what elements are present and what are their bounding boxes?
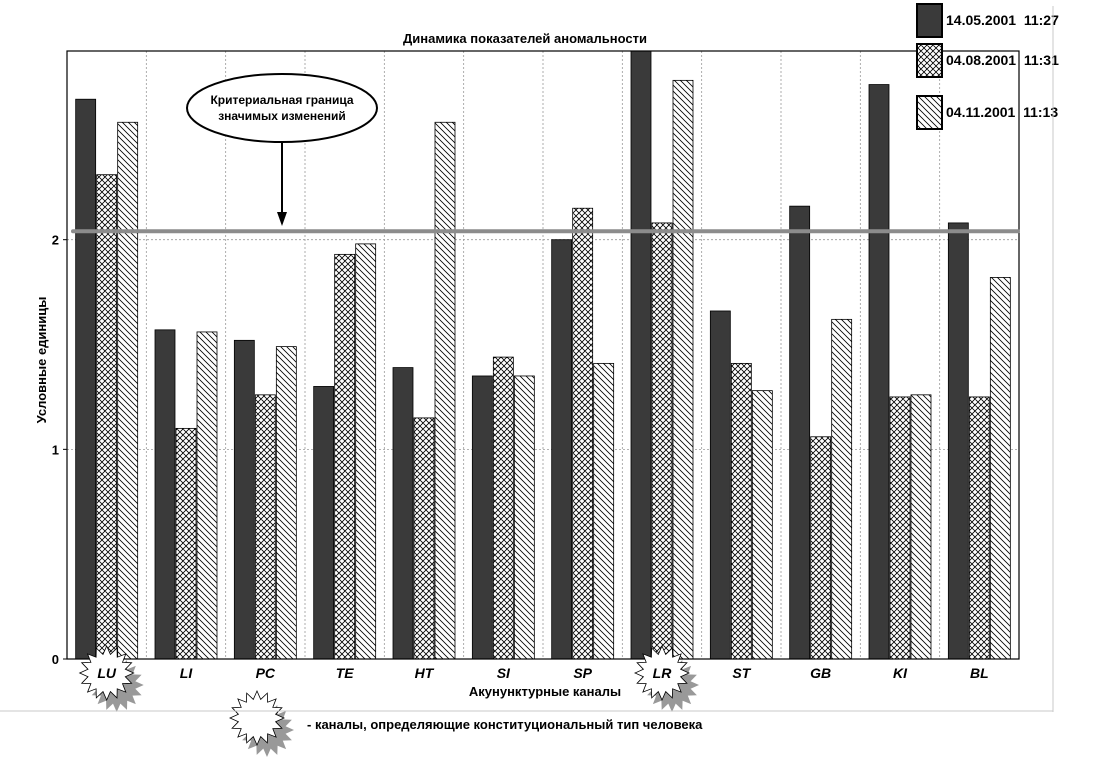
x-tick-label-LR: LR xyxy=(653,665,673,681)
x-tick-label-BL: BL xyxy=(970,665,989,681)
x-axis-label: Акунунктурные каналы xyxy=(469,684,621,699)
footnote-badge-shape xyxy=(229,690,294,757)
legend-swatch-2 xyxy=(916,43,943,78)
legend-swatch-1 xyxy=(916,3,943,38)
y-tick-label: 2 xyxy=(52,233,59,248)
x-tick-label-ST: ST xyxy=(732,665,751,681)
x-tick-label-LU: LU xyxy=(97,665,117,681)
footnote: - каналы, определяющие конституциональны… xyxy=(229,690,703,757)
bar-PC-series2 xyxy=(254,394,276,660)
bar-KI-series3 xyxy=(910,394,932,660)
badge-outline xyxy=(229,690,285,746)
bars xyxy=(75,50,1011,660)
legend-label-3: 04.11.2001 11:13 xyxy=(946,104,1058,120)
bar-GB-series1 xyxy=(789,205,811,660)
bar-LI-series3 xyxy=(196,331,218,660)
gridlines xyxy=(67,51,1019,659)
x-tick-label-PC: PC xyxy=(256,665,276,681)
bar-SP-series1 xyxy=(551,239,573,660)
threshold-callout: Критериальная граница значимых изменений xyxy=(186,73,378,226)
y-axis: 0 1 2 xyxy=(52,233,67,667)
bar-BL-series3 xyxy=(989,277,1011,660)
bar-ST-series1 xyxy=(709,310,731,660)
x-tick-label-HT: HT xyxy=(415,665,435,681)
bar-LR-series2 xyxy=(651,222,673,660)
bar-PC-series3 xyxy=(275,346,297,660)
bar-GB-series2 xyxy=(810,436,832,660)
bar-SI-series3 xyxy=(513,375,535,660)
x-tick-label-SI: SI xyxy=(497,665,511,681)
x-tick-label-TE: TE xyxy=(336,665,355,681)
highlight-badge-icon xyxy=(78,645,144,712)
highlight-badges xyxy=(78,645,699,712)
bar-LR-series3 xyxy=(672,79,694,660)
bar-SP-series2 xyxy=(572,207,594,660)
footnote-badge-icon xyxy=(229,690,294,757)
bar-LU-series3 xyxy=(117,121,139,660)
highlight-badge-icon xyxy=(634,645,699,712)
badge-outline xyxy=(78,645,135,701)
bar-SI-series1 xyxy=(471,375,493,660)
bar-LI-series1 xyxy=(154,329,176,660)
bar-TE-series1 xyxy=(313,386,335,660)
bar-TE-series3 xyxy=(355,243,377,660)
bar-KI-series2 xyxy=(889,396,911,660)
x-tick-label-SP: SP xyxy=(573,665,592,681)
bar-LI-series2 xyxy=(175,427,197,660)
y-axis-label: Условные единицы xyxy=(34,297,49,424)
legend-label-2: 04.08.2001 11:31 xyxy=(946,52,1059,68)
x-tick-label-KI: KI xyxy=(893,665,908,681)
plot-frame xyxy=(66,50,1020,660)
bar-HT-series1 xyxy=(392,367,414,660)
bar-SP-series3 xyxy=(593,362,615,660)
x-axis: LU LI PC TE HT SI SP LR ST GB KI BL xyxy=(97,665,988,681)
bar-KI-series1 xyxy=(868,84,890,660)
bar-LU-series1 xyxy=(75,98,97,660)
legend-swatch-3 xyxy=(916,95,943,130)
bar-ST-series3 xyxy=(751,390,773,660)
bar-PC-series1 xyxy=(233,339,255,660)
x-tick-label-LI: LI xyxy=(180,665,194,681)
callout-line2: значимых изменений xyxy=(218,109,346,123)
bar-BL-series2 xyxy=(968,396,990,660)
callout-arrow-head xyxy=(277,212,287,226)
callout-line1: Критериальная граница xyxy=(210,93,353,107)
y-tick-label: 0 xyxy=(52,652,59,667)
bar-BL-series1 xyxy=(947,222,969,660)
legend: 14.05.2001 11:27 04.08.2001 11:31 04.11.20… xyxy=(916,3,1059,130)
chart-title: Динамика показателей аномальности xyxy=(403,31,647,46)
bar-SI-series2 xyxy=(492,356,514,660)
bar-HT-series3 xyxy=(434,121,456,660)
bar-ST-series2 xyxy=(730,362,752,660)
footnote-text: - каналы, определяющие конституциональны… xyxy=(307,717,703,732)
y-tick-label: 1 xyxy=(52,442,59,457)
bar-TE-series2 xyxy=(334,253,356,660)
legend-label-1: 14.05.2001 11:27 xyxy=(946,12,1059,28)
badge-outline xyxy=(634,645,690,701)
bar-HT-series2 xyxy=(413,417,435,660)
bar-LR-series1 xyxy=(630,50,652,660)
bar-GB-series3 xyxy=(831,318,853,660)
bar-LU-series2 xyxy=(96,174,118,660)
x-tick-label-GB: GB xyxy=(810,665,831,681)
